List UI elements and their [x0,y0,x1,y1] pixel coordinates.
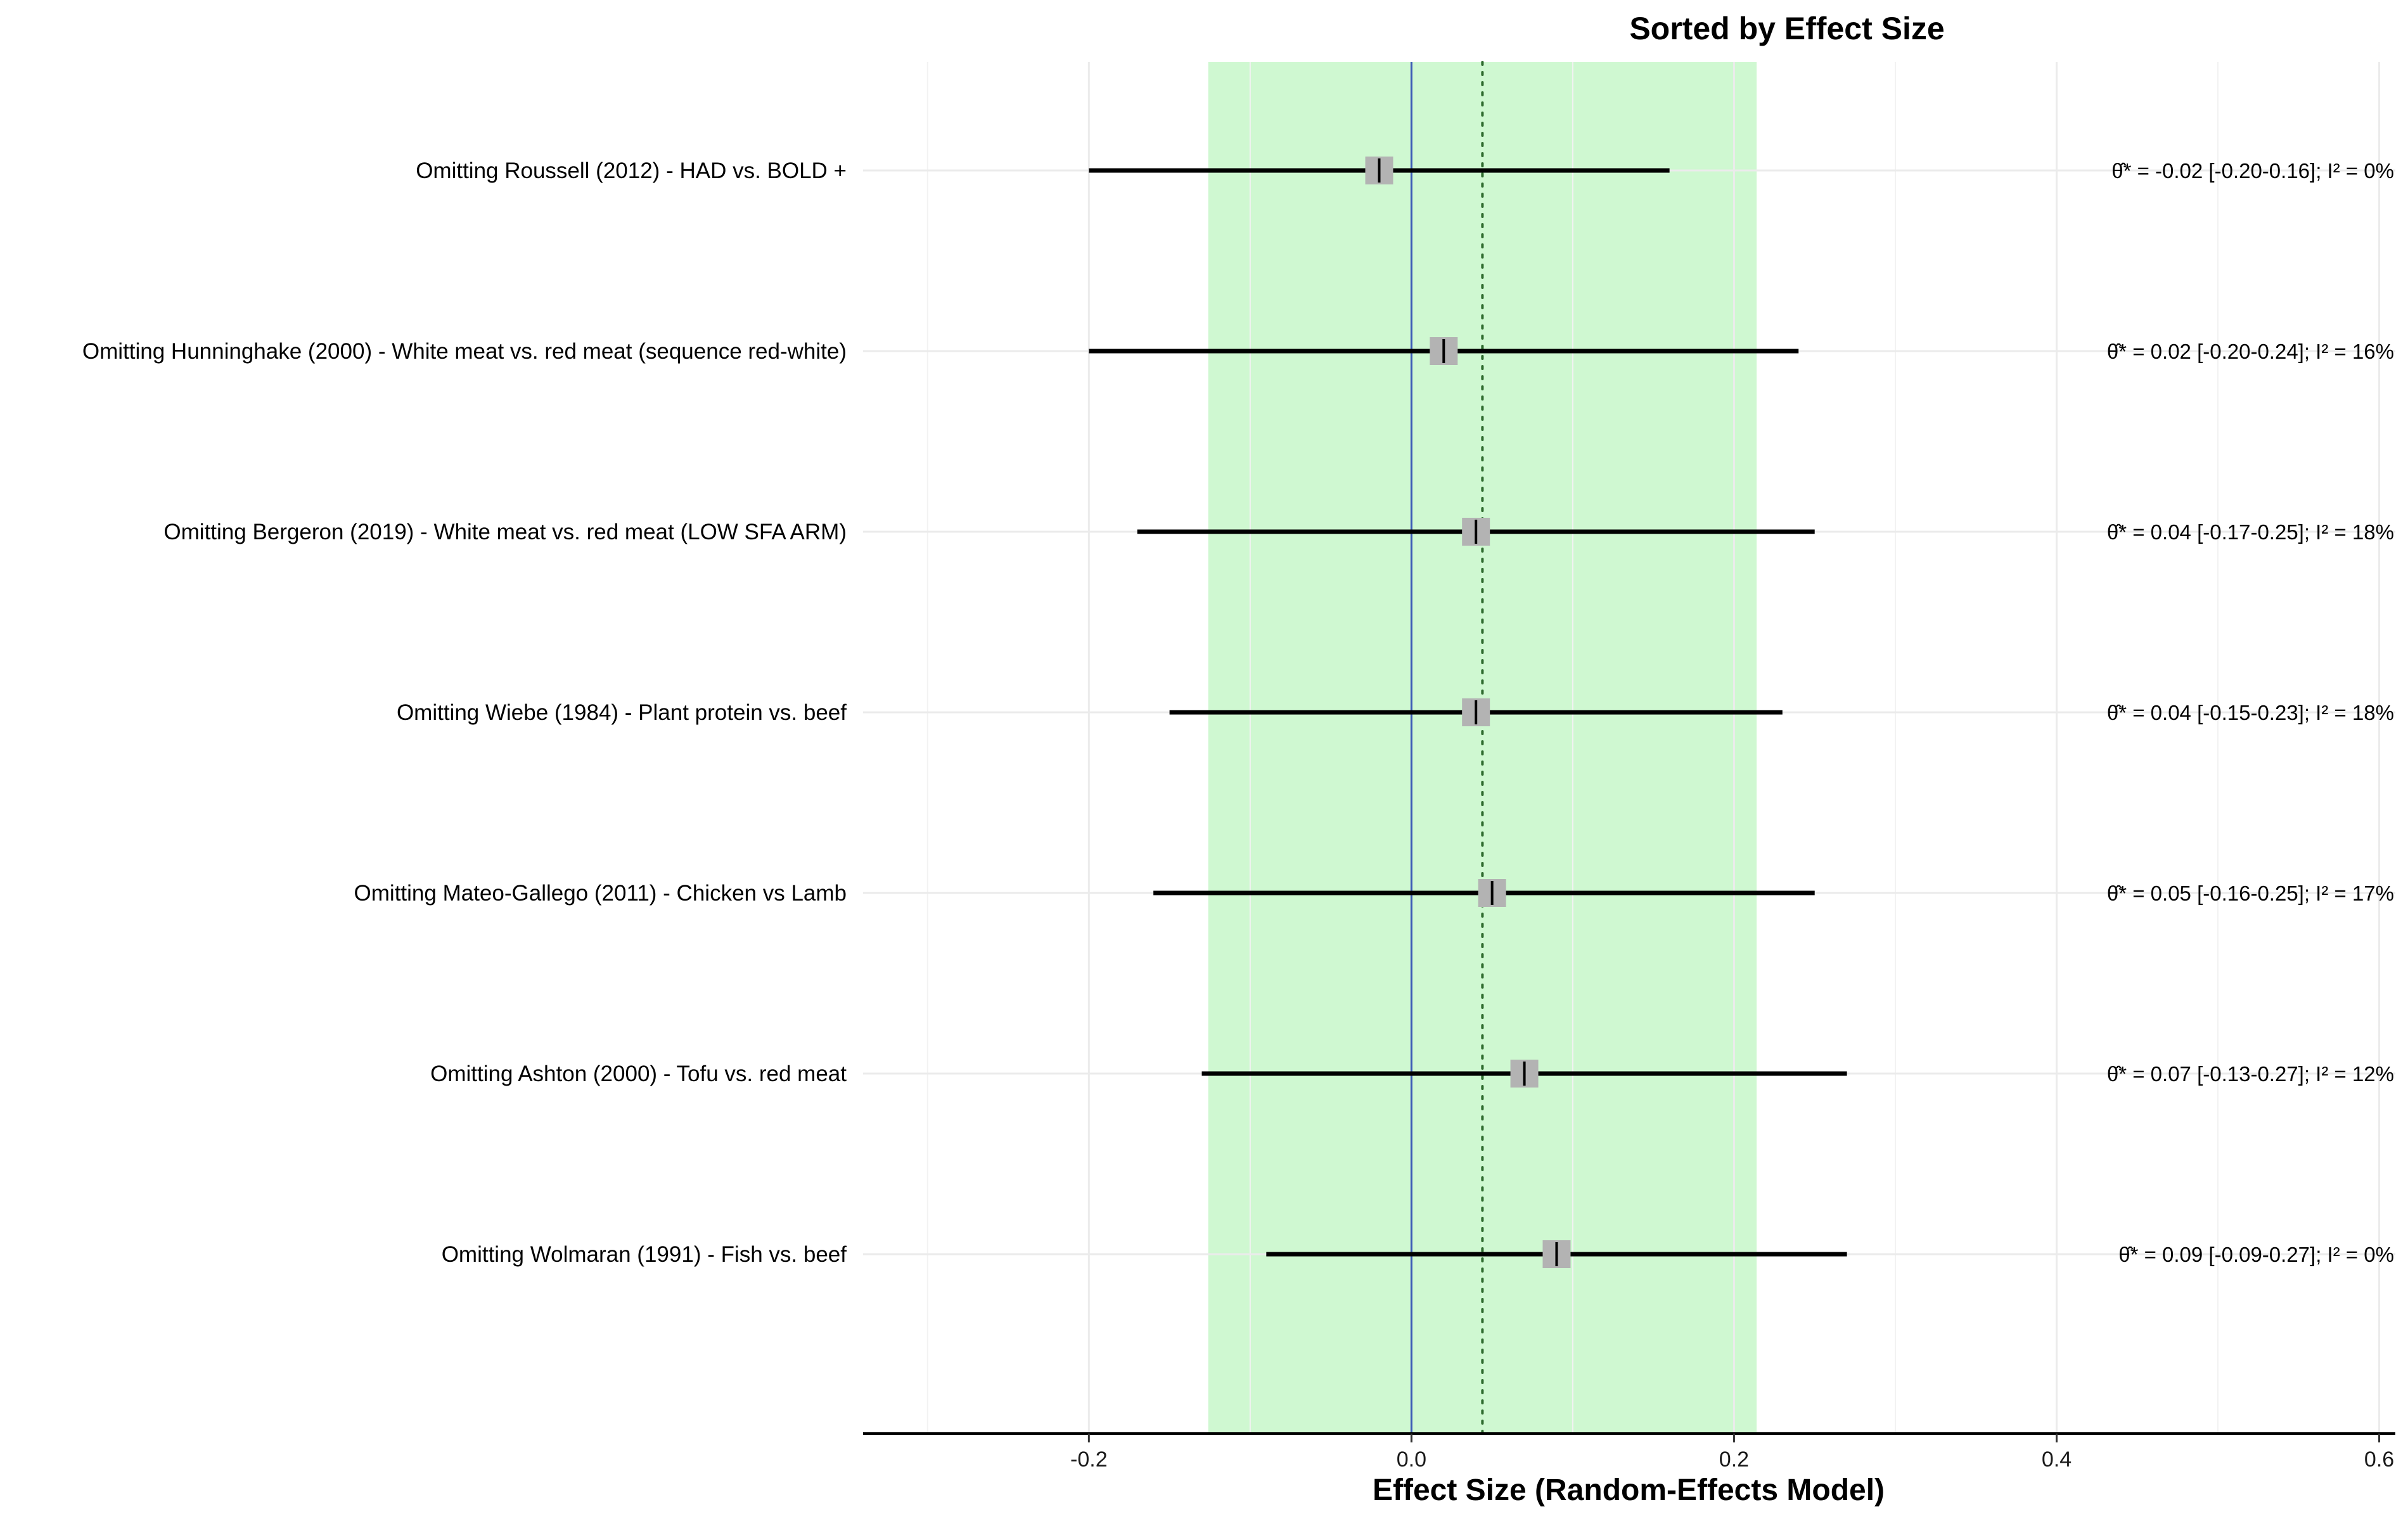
row-annotation: θ̂* = 0.04 [-0.17-0.25]; I² = 18% [2107,520,2394,544]
row-annotation: θ̂* = -0.02 [-0.20-0.16]; I² = 0% [2111,159,2394,183]
x-tick-label: -0.2 [1070,1447,1108,1472]
row-annotation: θ̂* = 0.04 [-0.15-0.23]; I² = 18% [2107,701,2394,724]
prediction-band [1208,62,1757,1434]
x-tick-label: 0.0 [1397,1447,1426,1472]
rows-layer: Omitting Roussell (2012) - HAD vs. BOLD … [82,157,2394,1268]
x-axis-title: Effect Size (Random-Effects Model) [1373,1473,1885,1507]
row-annotation: θ̂* = 0.07 [-0.13-0.27]; I² = 12% [2107,1062,2394,1086]
row-label: Omitting Hunninghake (2000) - White meat… [82,339,847,364]
row-annotation: θ̂* = 0.09 [-0.09-0.27]; I² = 0% [2118,1243,2394,1266]
x-tick-label: 0.6 [2364,1447,2394,1472]
x-tick-label: 0.2 [1719,1447,1749,1472]
chart-title: Sorted by Effect Size [1629,11,1944,46]
row-label: Omitting Wolmaran (1991) - Fish vs. beef [442,1242,847,1267]
x-axis: -0.2 0.0 0.2 0.4 0.6 [863,1432,2395,1472]
row-annotation: θ̂* = 0.05 [-0.16-0.25]; I² = 17% [2107,882,2394,905]
row-label: Omitting Roussell (2012) - HAD vs. BOLD … [416,158,847,183]
reference-lines-layer [1410,61,1484,1435]
prediction-band-layer [1208,62,1757,1434]
row-label: Omitting Mateo-Gallego (2011) - Chicken … [354,881,847,906]
row-label: Omitting Bergeron (2019) - White meat vs… [163,520,847,544]
row-annotation: θ̂* = 0.02 [-0.20-0.24]; I² = 16% [2107,340,2394,363]
row-label: Omitting Ashton (2000) - Tofu vs. red me… [430,1062,847,1086]
row-label: Omitting Wiebe (1984) - Plant protein vs… [397,700,847,725]
x-tick-label: 0.4 [2042,1447,2072,1472]
